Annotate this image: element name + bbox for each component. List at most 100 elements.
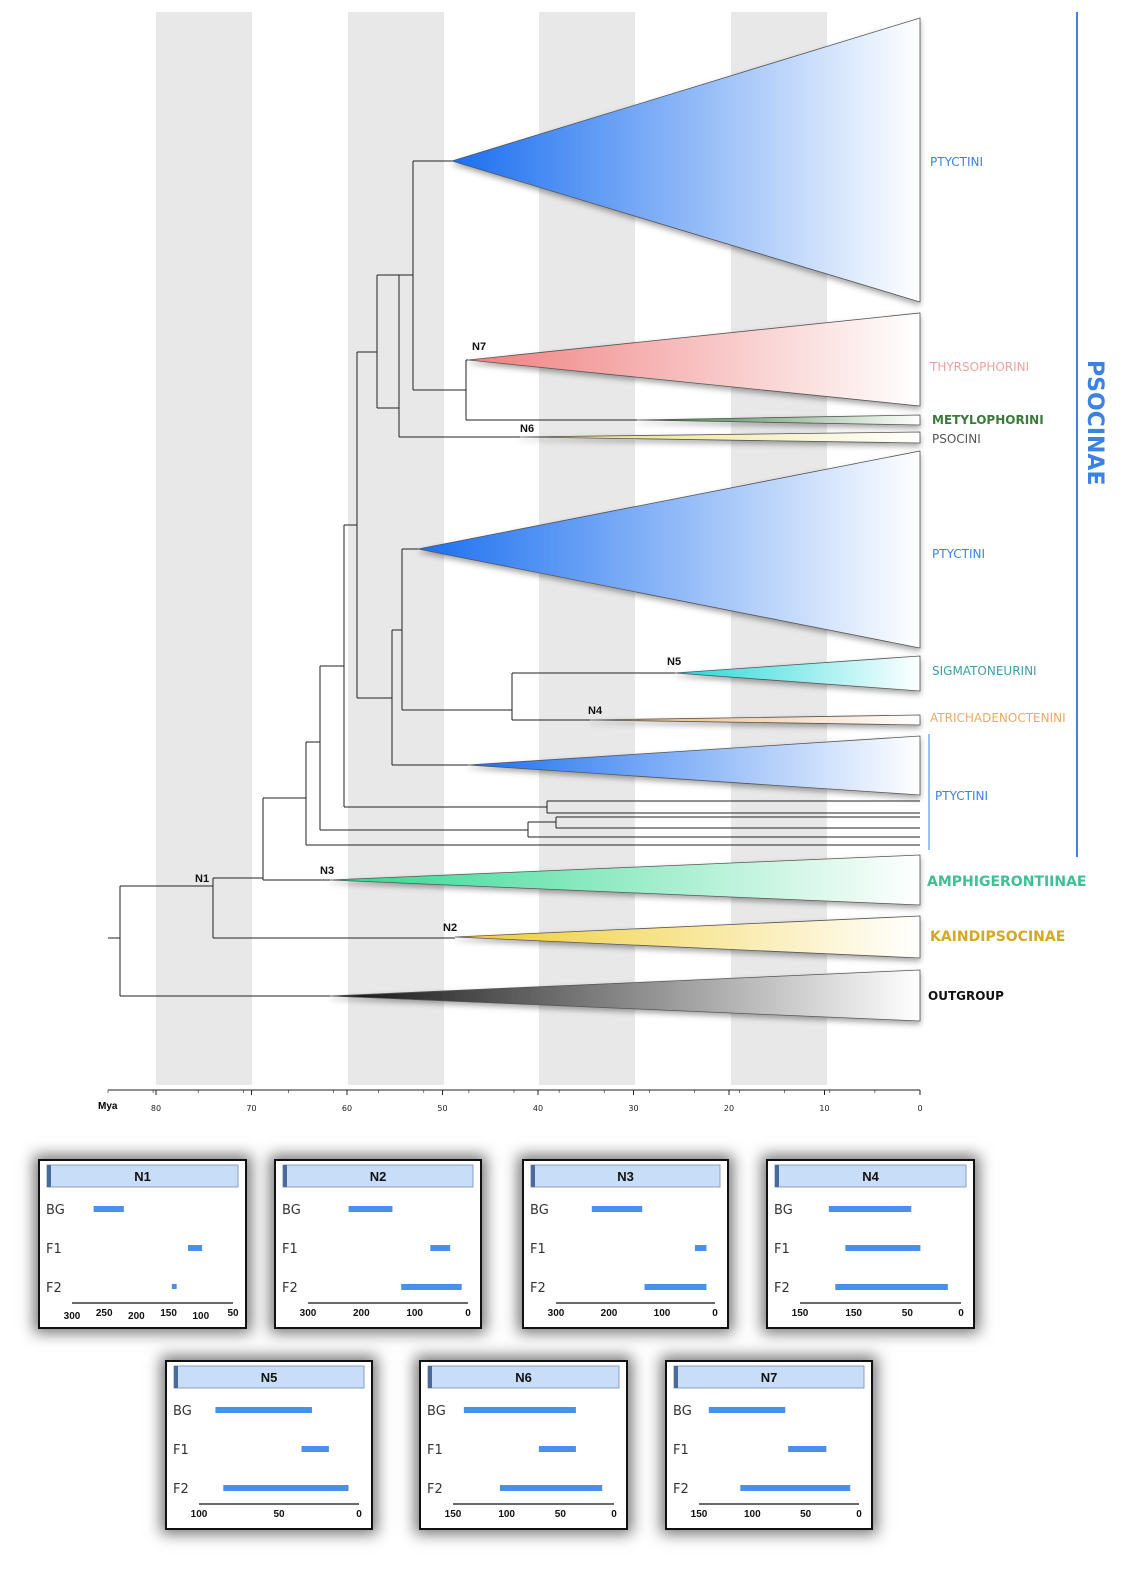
clade-label-ptyctini-2: PTYCTINI [932,547,985,561]
panel-tick-label: 0 [856,1509,862,1520]
panel-tick-label: 50 [902,1308,914,1319]
psocinae-bar: PSOCINAE [1076,12,1107,857]
panel-tick-label: 0 [356,1509,362,1520]
panel-row-label: BG [46,1203,65,1218]
panel-n7: N7 BG F1 F2 150 100 50 0 [665,1360,873,1530]
age-interval-bar [788,1446,827,1452]
clade-label-atrichadenoctenini: ATRICHADENOCTENINI [930,711,1066,725]
age-interval-bar [188,1245,203,1251]
panel-tick-label: 100 [192,1311,209,1322]
panel-title: N5 [261,1370,278,1385]
panel-tick-label: 0 [958,1308,964,1319]
age-interval-bar [301,1446,329,1452]
panel-n3: N3 BG F1 F2 300 200 100 0 [522,1159,729,1329]
node-labels: N1 N2 N3 N4 N5 N6 N7 [195,341,681,934]
panel-tick-label: 250 [96,1308,113,1319]
panel-row-label: F1 [46,1242,62,1257]
age-interval-bar [215,1407,312,1413]
panel-title: N6 [515,1370,532,1385]
triangle-atrichadenoctenini [589,714,921,726]
clade-label-amphigerontiinae: AMPHIGERONTIINAE [927,874,1087,890]
panel-header-accent [47,1165,51,1187]
axis-tick-label: 10 [819,1104,829,1113]
panel-tick-label: 0 [465,1308,471,1319]
triangle-metylophorini [636,414,921,426]
axis-tick-label: 80 [151,1104,161,1113]
panel-row-label: BG [774,1203,793,1218]
panel-header-accent [775,1165,779,1187]
panel-title: N1 [134,1169,151,1184]
psocinae-label: PSOCINAE [1082,360,1107,485]
panel-tick-label: 200 [128,1311,145,1322]
clade-label-outgroup: OUTGROUP [928,989,1004,1003]
age-interval-bar [845,1245,921,1251]
panel-row-label: F1 [173,1443,189,1458]
node-label-n3: N3 [320,865,334,877]
triangle-psocini [519,431,921,444]
triangle-outgroup [329,969,921,1022]
triangle-sigmatoneurini [674,655,921,692]
clade-label-ptyctini-3: PTYCTINI [935,789,988,803]
panel-tick-label: 0 [611,1509,617,1520]
age-interval-bar [430,1245,451,1251]
age-interval-bar [401,1284,462,1290]
panel-row-label: BG [173,1404,192,1419]
age-interval-bar [93,1206,124,1212]
clade-label-sigmatoneurini: SIGMATONEURINI [932,664,1037,678]
panel-tick-label: 150 [691,1509,708,1520]
panel-row-label: F1 [530,1242,546,1257]
panel-tick-label: 50 [800,1509,812,1520]
panel-n5: N5 BG F1 F2 100 50 0 [165,1360,373,1530]
panel-row-label: BG [427,1404,446,1419]
panel-row-label: F1 [427,1443,443,1458]
panel-title: N2 [370,1169,387,1184]
node-label-n1: N1 [195,873,209,885]
panel-row-label: F2 [427,1482,443,1497]
panel-header-accent [531,1165,535,1187]
age-interval-bar [694,1245,707,1251]
clade-label-thyrsophorini: THYRSOPHORINI [929,360,1029,374]
node-label-n2: N2 [443,922,457,934]
panel-tick-label: 50 [555,1509,567,1520]
axis-tick-label: 0 [917,1104,922,1113]
panel-row-label: F2 [673,1482,689,1497]
age-interval-bar [463,1407,576,1413]
clade-triangles [329,17,921,1022]
age-interval-bar [740,1485,851,1491]
age-interval-bar [828,1206,912,1212]
clade-label-ptyctini-1: PTYCTINI [930,155,983,169]
panel-tick-label: 100 [406,1308,423,1319]
panel-header-accent [674,1366,678,1388]
panel-row-label: F1 [673,1443,689,1458]
node-label-n7: N7 [472,341,486,353]
node-label-n6: N6 [520,423,534,435]
node-label-n4: N4 [588,705,603,717]
panel-tick-label: 150 [160,1308,177,1319]
panel-n4: N4 BG F1 F2 150 150 50 0 [766,1159,975,1329]
panel-row-label: BG [673,1404,692,1419]
axis-unit-label: Mya [98,1101,118,1112]
panel-header-accent [283,1165,287,1187]
panel-row-label: F1 [774,1242,790,1257]
panel-n2: N2 BG F1 F2 300 200 100 0 [274,1159,482,1329]
panel-tick-label: 0 [712,1308,718,1319]
age-interval-bar [835,1284,948,1290]
panel-row-label: F2 [774,1281,790,1296]
clade-label-psocini: PSOCINI [932,432,981,446]
panel-tick-label: 300 [64,1311,81,1322]
panel-row-label: F2 [530,1281,546,1296]
triangle-ptyctini-2 [417,450,921,649]
age-interval-bar [538,1446,576,1452]
clade-labels: PTYCTINI THYRSOPHORINI METYLOPHORINI PSO… [927,155,1087,1003]
panel-tick-label: 100 [654,1308,671,1319]
triangle-ptyctini-1 [450,17,921,303]
panel-row-label: F2 [46,1281,62,1296]
panel-row-label: BG [530,1203,549,1218]
panel-tick-label: 150 [792,1308,809,1319]
axis-tick-label: 60 [342,1104,352,1113]
panel-tick-label: 50 [227,1308,239,1319]
panel-tick-label: 50 [273,1509,285,1520]
panel-header-accent [174,1366,178,1388]
panel-title: N7 [761,1370,778,1385]
clade-label-kaindipsocinae: KAINDIPSOCINAE [930,929,1065,945]
